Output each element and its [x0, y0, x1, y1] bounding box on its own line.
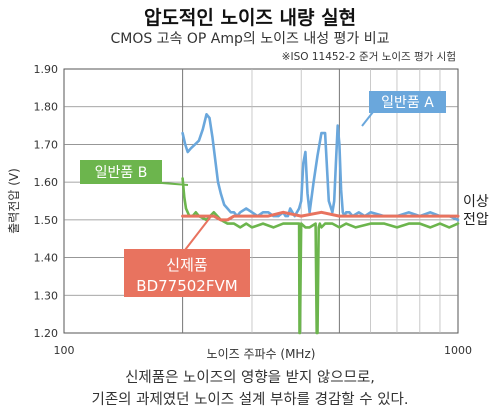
ideal-voltage-label-line2: 전압 — [463, 212, 489, 228]
y-tick-label: 1.20 — [34, 327, 59, 340]
ideal-voltage-label-line1: 이상 — [463, 194, 489, 210]
conclusion-line-1: 신제품은 노이즈의 영향을 받지 않으므로, — [125, 370, 375, 386]
y-tick-label: 1.40 — [34, 252, 59, 265]
callout-leader-general-b — [161, 182, 189, 186]
conclusion-line-2: 기존의 과제였던 노이즈 설계 부하를 경감할 수 있다. — [91, 392, 409, 408]
y-tick-label: 1.60 — [34, 176, 59, 189]
y-tick-label: 1.80 — [34, 101, 59, 114]
y-tick-label: 1.50 — [34, 214, 59, 227]
callout-box-new-product — [124, 249, 250, 297]
y-tick-label: 1.90 — [34, 63, 59, 76]
test-standard-note: ※ISO 11452-2 준거 노이즈 평가 시험 — [281, 51, 456, 63]
callout-box-general-b — [80, 160, 162, 184]
series-callouts: 일반품 A 일반품 B 신제품 BD77502FVM — [80, 91, 446, 297]
x-tick-label: 1000 — [444, 344, 472, 357]
series-lines — [181, 113, 460, 335]
y-tick-label: 1.70 — [34, 138, 59, 151]
x-tick-label: 100 — [54, 344, 75, 357]
y-axis-label: 출력전압 (V) — [7, 168, 21, 234]
callout-box-general-a — [369, 91, 446, 113]
y-tick-labels: 1.20 1.30 1.40 1.50 1.60 1.70 1.80 1.90 — [34, 63, 59, 340]
x-tick-labels: 100 1000 — [54, 344, 473, 357]
x-axis-label: 노이즈 주파수 (MHz) — [207, 347, 316, 361]
chart-title: 압도적인 노이즈 내량 실현 — [143, 7, 357, 29]
y-tick-label: 1.30 — [34, 289, 59, 302]
series-line-new-product — [181, 210, 460, 222]
callout-leader-new-product — [184, 214, 213, 251]
series-line-general-b — [181, 177, 460, 335]
callout-label-general-a: 일반품 A — [381, 95, 434, 111]
callout-leader-general-a — [361, 111, 374, 127]
callout-label-general-b: 일반품 B — [95, 165, 148, 181]
callout-label-new-product-line1: 신제품 — [166, 256, 207, 274]
chart-subtitle: CMOS 고속 OP Amp의 노이즈 내성 평가 비교 — [110, 31, 390, 47]
callout-label-new-product-line2: BD77502FVM — [136, 277, 237, 295]
